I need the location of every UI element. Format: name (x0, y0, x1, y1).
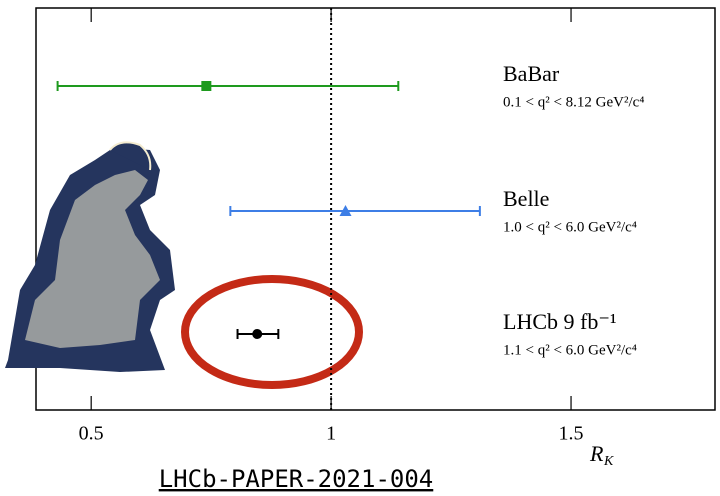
x-axis-label-sub: K (603, 454, 614, 469)
x-tick-label: 1.5 (559, 423, 584, 445)
legend-name: LHCb 9 fb⁻¹ (503, 309, 617, 334)
chart: R K LHCb-PAPER-2021-004 0.5 1 1.5 BaBar 0.1 … (0, 0, 720, 496)
legend-name: Belle (503, 186, 549, 211)
legend-name: BaBar (503, 61, 560, 86)
legend-range: 1.0 < q² < 6.0 GeV²/c⁴ (503, 219, 637, 235)
x-axis-label: R (589, 441, 604, 466)
x-tick-label: 0.5 (79, 423, 104, 445)
x-tick-label: 1 (326, 423, 336, 445)
caption: LHCb-PAPER-2021-004 (159, 465, 434, 493)
highlight-ellipse (185, 279, 359, 385)
legend-range: 0.1 < q² < 8.12 GeV²/c⁴ (503, 94, 645, 110)
marker (252, 329, 262, 339)
legend-range: 1.1 < q² < 6.0 GeV²/c⁴ (503, 342, 637, 358)
thinker-illustration (5, 142, 175, 372)
marker (201, 81, 211, 91)
